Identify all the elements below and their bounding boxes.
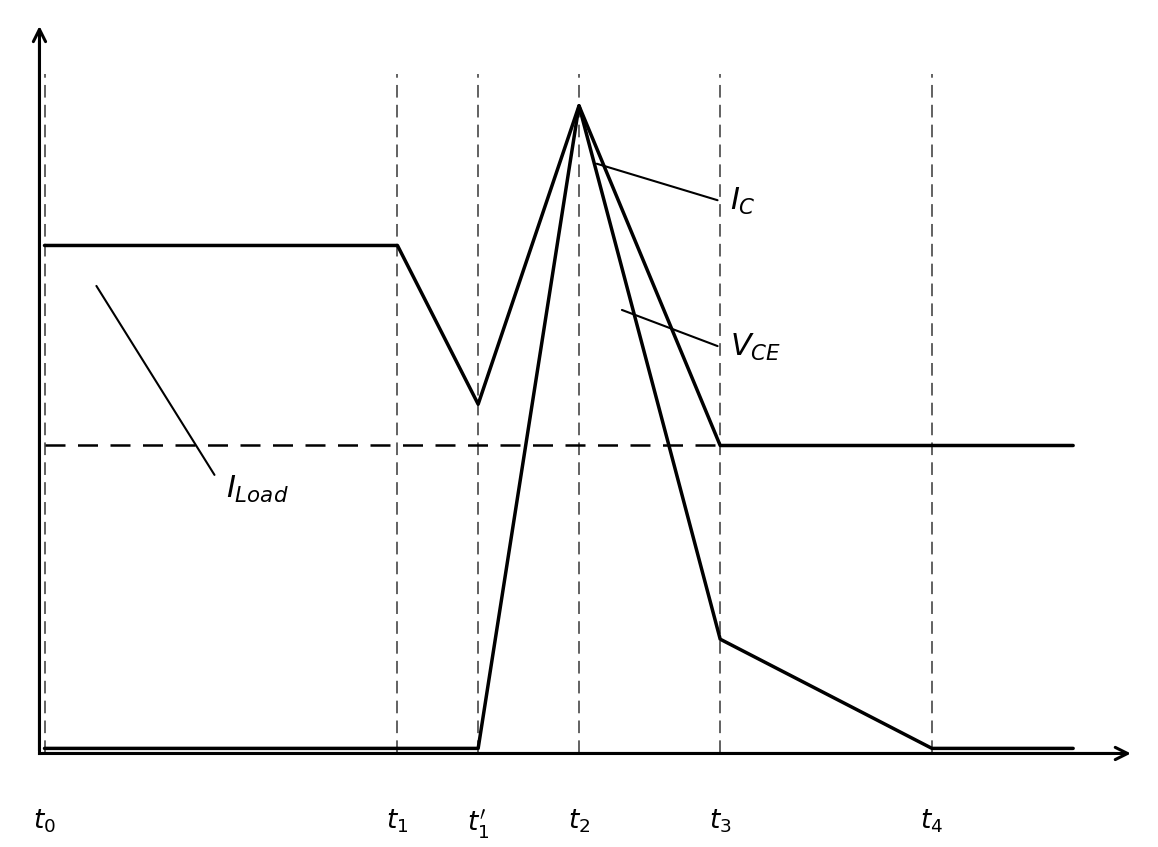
Text: $I_{Load}$: $I_{Load}$ [226,474,288,506]
Text: $t_1$: $t_1$ [387,807,409,835]
Text: $t_2$: $t_2$ [567,807,591,835]
Text: $V_{CE}$: $V_{CE}$ [731,331,782,363]
Text: $t_4$: $t_4$ [921,807,944,835]
Text: $t_3$: $t_3$ [709,807,732,835]
Text: $t_1'$: $t_1'$ [467,807,490,841]
Text: $t_0$: $t_0$ [34,807,56,835]
Text: $I_C$: $I_C$ [731,185,756,217]
